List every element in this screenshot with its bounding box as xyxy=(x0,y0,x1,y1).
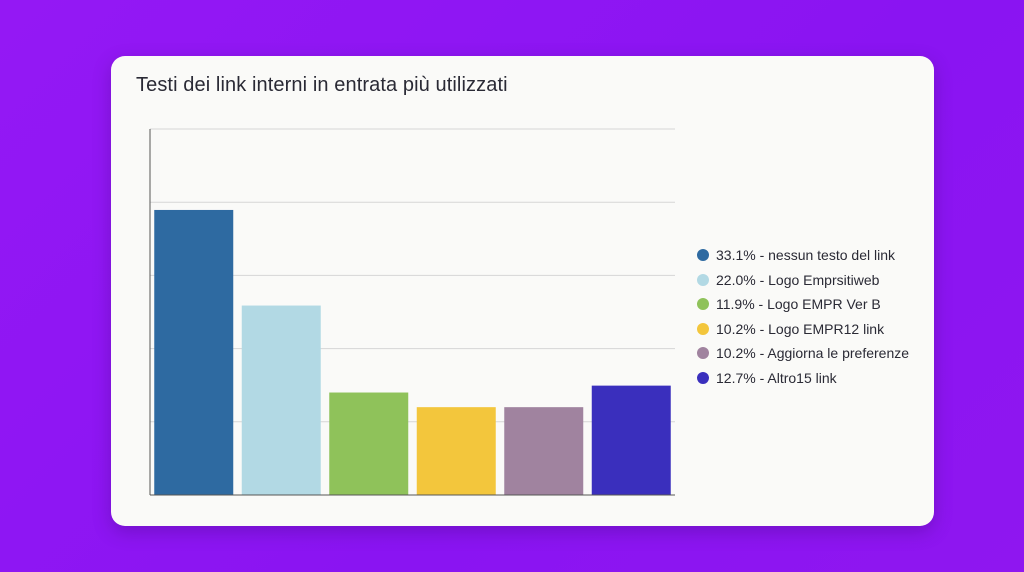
bars xyxy=(154,209,671,495)
chart-legend: 33.1% - nessun testo del link 22.0% - Log… xyxy=(697,243,909,390)
bar-5 xyxy=(504,407,584,495)
legend-item: 11.9% - Logo EMPR Ver B xyxy=(697,292,909,317)
bar-3 xyxy=(329,392,409,495)
gridlines xyxy=(150,128,675,423)
legend-swatch xyxy=(697,347,709,360)
legend-swatch xyxy=(697,249,709,262)
bar-6 xyxy=(591,385,671,495)
chart-card: Testi dei link interni in entrata più ut… xyxy=(111,56,934,526)
legend-item: 33.1% - nessun testo del link xyxy=(697,243,909,268)
legend-label: 11.9% - Logo EMPR Ver B xyxy=(716,296,881,313)
legend-label: 10.2% - Logo EMPR12 link xyxy=(716,320,885,337)
bar-chart xyxy=(149,128,675,496)
chart-title: Testi dei link interni in entrata più ut… xyxy=(136,74,508,96)
axes xyxy=(149,129,675,496)
legend-swatch xyxy=(697,371,709,384)
legend-label: 12.7% - Altro15 link xyxy=(716,369,837,386)
legend-label: 10.2% - Aggiorna le preferenze xyxy=(716,345,910,362)
bar-2 xyxy=(241,305,321,495)
legend-swatch xyxy=(697,273,709,286)
legend-label: 33.1% - nessun testo del link xyxy=(716,247,895,264)
legend-swatch xyxy=(697,322,709,335)
legend-swatch xyxy=(697,298,709,311)
legend-item: 10.2% - Aggiorna le preferenze xyxy=(697,341,909,366)
legend-item: 12.7% - Altro15 link xyxy=(697,366,909,391)
legend-item: 10.2% - Logo EMPR12 link xyxy=(697,317,909,342)
bar-4 xyxy=(416,407,496,495)
legend-item: 22.0% - Logo Emprsitiweb xyxy=(697,268,909,293)
bar-1 xyxy=(154,209,234,495)
legend-label: 22.0% - Logo Emprsitiweb xyxy=(716,271,880,288)
